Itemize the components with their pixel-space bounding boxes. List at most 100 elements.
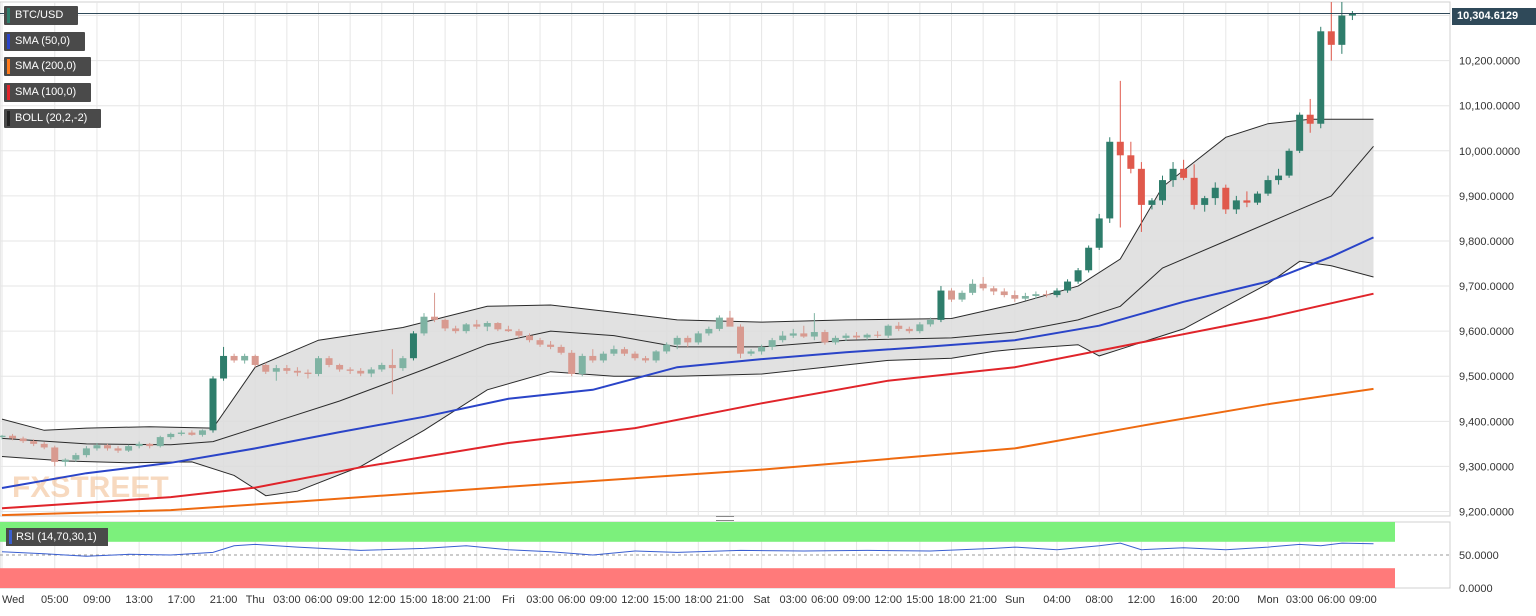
candle <box>1317 26 1325 129</box>
candle <box>1137 162 1145 232</box>
candle <box>30 439 38 447</box>
x-tick-label: 21:00 <box>716 594 744 606</box>
candle-body <box>188 432 196 435</box>
legend-label: BTC/USD <box>15 9 64 21</box>
candle <box>1148 198 1156 210</box>
y-tick-label: 10,000.0000 <box>1459 146 1520 158</box>
legend-sma100[interactable]: SMA (100,0) <box>4 83 91 102</box>
rsi-y-tick-label: 0.0000 <box>1459 583 1493 595</box>
candle-body <box>30 441 38 444</box>
candle <box>167 432 175 440</box>
candle-body <box>399 358 407 369</box>
sma-100-line <box>1 292 1374 510</box>
y-tick-label: 9,300.0000 <box>1459 461 1514 473</box>
y-tick-label: 9,600.0000 <box>1459 326 1514 338</box>
candle-body <box>684 337 692 343</box>
candle-body <box>452 328 460 332</box>
candle-body <box>0 435 6 438</box>
candle <box>1253 191 1261 205</box>
candle <box>1053 288 1061 298</box>
y-tick-label: 9,700.0000 <box>1459 281 1514 293</box>
candle <box>589 349 597 363</box>
candle-body <box>1011 295 1019 299</box>
x-tick-label: 15:00 <box>400 594 428 606</box>
candle-body <box>631 353 639 359</box>
candle <box>357 368 365 377</box>
legend-rsi[interactable]: RSI (14,70,30,1) <box>6 528 108 546</box>
x-tick-label: 06:00 <box>811 594 839 606</box>
candle-body <box>884 325 892 336</box>
candle <box>420 313 428 336</box>
x-tick-label: 17:00 <box>168 594 196 606</box>
x-tick-label: 03:00 <box>273 594 301 606</box>
candle-body <box>969 283 977 293</box>
candle <box>504 325 512 333</box>
candle <box>1000 288 1008 298</box>
candle-body <box>1116 141 1124 156</box>
candle <box>1296 112 1304 154</box>
candle <box>114 446 122 453</box>
candle-body <box>694 333 702 343</box>
candle <box>1306 98 1314 133</box>
candle-body <box>262 364 270 372</box>
candle-body <box>557 346 565 353</box>
x-tick-label: 12:00 <box>1128 594 1156 606</box>
candle-body <box>420 316 428 334</box>
candle <box>1159 175 1166 205</box>
candle <box>293 367 301 377</box>
legend-boll[interactable]: BOLL (20,2,-2) <box>4 109 101 128</box>
candle-body <box>198 430 206 435</box>
candle-body <box>51 447 59 462</box>
candle <box>568 350 576 377</box>
candle-body <box>821 332 829 343</box>
sma-200-line <box>1 387 1374 517</box>
candle <box>93 442 101 451</box>
candle <box>536 337 544 347</box>
candle-body <box>1032 294 1040 296</box>
legend-btcusd[interactable]: BTC/USD <box>4 6 78 25</box>
candle-body <box>1243 200 1251 203</box>
legend-sma50[interactable]: SMA (50,0) <box>4 32 85 51</box>
candle-body <box>547 344 555 347</box>
candle <box>473 319 481 329</box>
candle <box>177 430 185 436</box>
candle <box>251 354 259 368</box>
candle <box>135 441 143 449</box>
candle-body <box>336 364 344 370</box>
candle-body <box>589 355 597 361</box>
x-tick-label: 18:00 <box>431 594 459 606</box>
candle-body <box>1064 281 1072 291</box>
x-tick-label: Fri <box>502 594 515 606</box>
candle-body <box>1106 141 1114 219</box>
candle-body <box>1275 175 1283 181</box>
candle-body <box>926 319 934 325</box>
candle <box>230 353 238 363</box>
candle-body <box>1306 114 1314 124</box>
candle-body <box>853 335 861 338</box>
candle-body <box>789 333 797 336</box>
candle <box>1116 80 1124 228</box>
pane-resize-handle[interactable] <box>716 516 734 521</box>
candle-body <box>1127 155 1135 169</box>
candle <box>1127 141 1135 174</box>
candle-body <box>61 459 69 462</box>
candle <box>642 355 650 363</box>
candle <box>304 369 312 379</box>
x-tick-label: 12:00 <box>621 594 649 606</box>
candle-body <box>1338 15 1346 45</box>
candle-body <box>515 331 523 336</box>
candle <box>1042 290 1050 298</box>
x-tick-label: 21:00 <box>210 594 238 606</box>
candle-body <box>937 290 945 320</box>
candle-body <box>578 355 586 374</box>
rsi-y-tick-label: 50.0000 <box>1459 550 1499 562</box>
candle <box>1222 184 1230 214</box>
candle-body <box>251 355 259 365</box>
legend-sma200[interactable]: SMA (200,0) <box>4 57 91 76</box>
candle <box>779 331 787 343</box>
candle <box>926 317 934 327</box>
candle <box>1106 137 1114 223</box>
candle-body <box>1169 168 1177 181</box>
legend-swatch <box>7 34 10 49</box>
